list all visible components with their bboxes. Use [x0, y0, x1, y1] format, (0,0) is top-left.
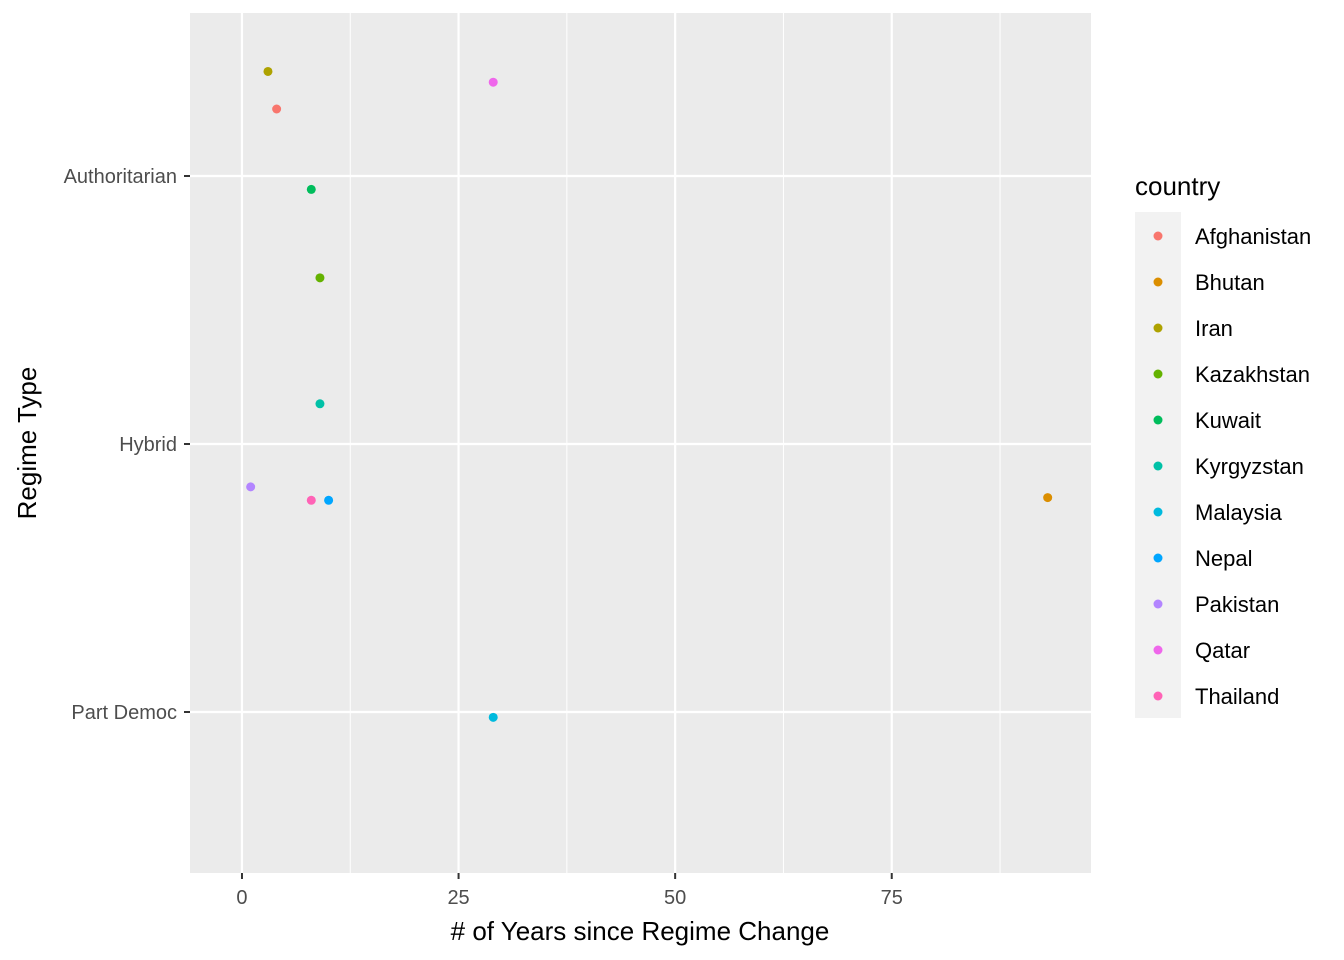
legend-key-iran — [1153, 323, 1163, 333]
data-point-malaysia — [488, 712, 498, 722]
legend-key-qatar — [1153, 645, 1163, 655]
legend-label-thailand: Thailand — [1195, 684, 1279, 709]
x-axis: 0 25 50 75 — [236, 873, 903, 909]
legend-label-iran: Iran — [1195, 316, 1233, 341]
y-axis-title: Regime Type — [12, 367, 42, 520]
y-tick-label: Authoritarian — [64, 166, 177, 188]
y-tick-label: Hybrid — [119, 434, 177, 456]
x-tick-label: 25 — [447, 887, 469, 909]
data-point-pakistan — [246, 482, 256, 492]
legend-items: Afghanistan Bhutan Iran Kazakhstan Kuwait Kyr… — [1153, 224, 1311, 709]
legend-key-afghanistan — [1153, 231, 1163, 241]
data-point-kyrgyzstan — [315, 399, 325, 409]
x-tick-label: 75 — [881, 887, 903, 909]
legend-label-malaysia: Malaysia — [1195, 500, 1283, 525]
data-point-thailand — [306, 495, 316, 505]
legend-label-kuwait: Kuwait — [1195, 408, 1261, 433]
legend-key-pakistan — [1153, 599, 1163, 609]
legend-label-pakistan: Pakistan — [1195, 592, 1279, 617]
x-tick-label: 0 — [236, 887, 247, 909]
data-point-bhutan — [1043, 493, 1053, 503]
y-axis: Authoritarian Hybrid Part Democ — [64, 166, 190, 724]
legend-key-thailand — [1153, 691, 1163, 701]
legend-title: country — [1135, 171, 1220, 201]
legend-label-qatar: Qatar — [1195, 638, 1250, 663]
legend-key-nepal — [1153, 553, 1163, 563]
x-tick-label: 50 — [664, 887, 686, 909]
legend-key-kazakhstan — [1153, 369, 1163, 379]
legend-label-nepal: Nepal — [1195, 546, 1252, 571]
data-point-nepal — [324, 495, 334, 505]
data-point-kazakhstan — [315, 273, 325, 283]
legend-label-kazakhstan: Kazakhstan — [1195, 362, 1310, 387]
legend-key-bhutan — [1153, 277, 1163, 287]
legend-label-kyrgyzstan: Kyrgyzstan — [1195, 454, 1304, 479]
legend-key-kyrgyzstan — [1153, 461, 1163, 471]
major-gridlines — [190, 13, 1091, 873]
legend-key-kuwait — [1153, 415, 1163, 425]
legend-label-afghanistan: Afghanistan — [1195, 224, 1311, 249]
legend-key-malaysia — [1153, 507, 1163, 517]
legend: country Afghanistan Bhutan Iran Kazakhstan K… — [1135, 171, 1311, 718]
y-tick-label: Part Democ — [71, 702, 177, 724]
legend-label-bhutan: Bhutan — [1195, 270, 1265, 295]
data-point-iran — [263, 66, 273, 76]
data-point-afghanistan — [272, 104, 282, 114]
data-point-kuwait — [306, 184, 316, 194]
data-points — [246, 66, 1053, 722]
x-axis-title: # of Years since Regime Change — [451, 916, 830, 946]
data-point-qatar — [488, 77, 498, 87]
